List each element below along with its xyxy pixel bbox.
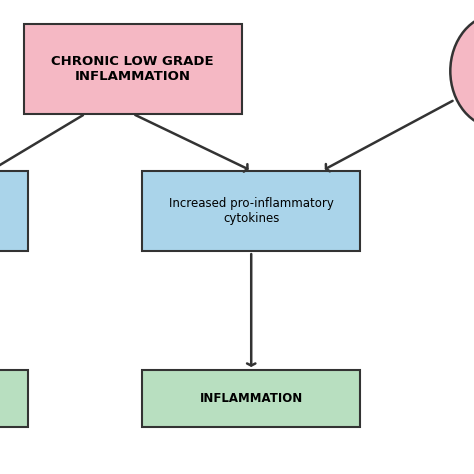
FancyBboxPatch shape [0, 171, 28, 251]
FancyBboxPatch shape [142, 171, 360, 251]
Text: INFLAMMATION: INFLAMMATION [200, 392, 303, 405]
FancyBboxPatch shape [0, 370, 28, 427]
Ellipse shape [450, 14, 474, 128]
Text: Increased pro-inflammatory
cytokines: Increased pro-inflammatory cytokines [169, 197, 334, 225]
Text: CHRONIC LOW GRADE
INFLAMMATION: CHRONIC LOW GRADE INFLAMMATION [51, 55, 214, 83]
FancyBboxPatch shape [24, 24, 242, 114]
FancyBboxPatch shape [142, 370, 360, 427]
